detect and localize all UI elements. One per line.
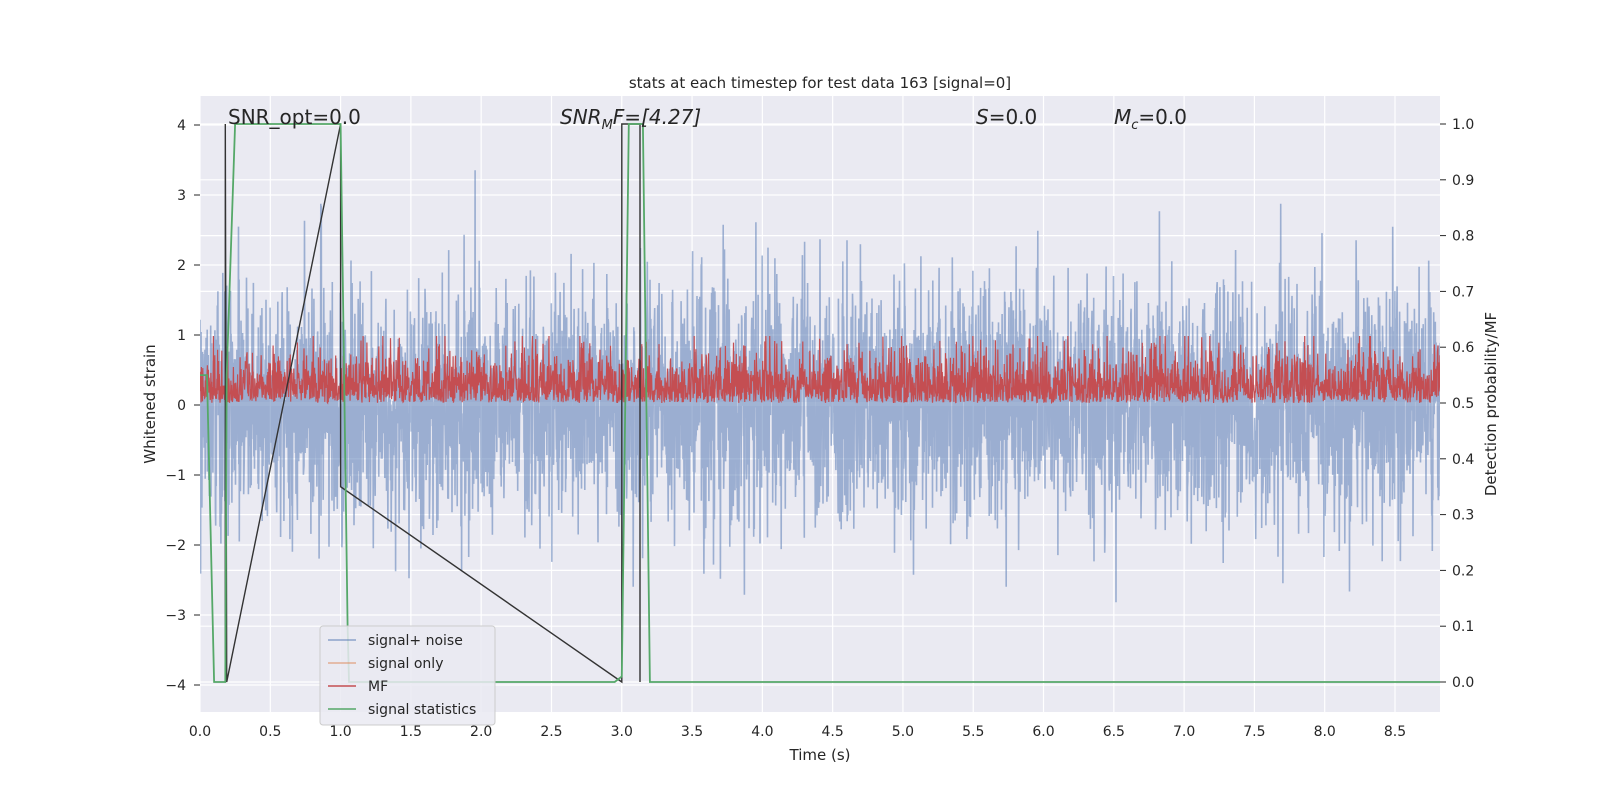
annotation-mc-rest: =0.0 [1138,105,1187,129]
x-tick-label: 1.0 [329,724,351,740]
y2-tick-label: 0.8 [1452,229,1474,245]
legend-label-signal-only: signal only [368,656,443,672]
legend-label-signal-noise: signal+ noise [368,633,463,649]
y2-tick-label: 1.0 [1452,117,1474,133]
legend-box [319,625,496,726]
legend-label-signal-statistics: signal statistics [368,702,476,718]
annotation-snr-mf-main: SNR [560,105,602,129]
annotation-snr-opt: SNR_opt=0.0 [228,105,361,129]
y-tick-label: 2 [177,258,186,274]
annotation-s-main: S [976,105,989,129]
x-tick-label: 0.0 [189,724,211,740]
y-axis-label: Whitened strain [141,344,159,463]
x-tick-label: 8.0 [1314,724,1336,740]
y-tick-label: −3 [165,608,186,624]
y2-tick-label: 0.0 [1452,675,1474,691]
x-tick-label: 8.5 [1384,724,1406,740]
x-tick-label: 2.0 [470,724,492,740]
x-tick-label: 3.0 [611,724,633,740]
y2-tick-label: 0.9 [1452,173,1474,189]
x-tick-label: 4.5 [822,724,844,740]
x-tick-label: 7.0 [1173,724,1195,740]
y2-tick-label: 0.5 [1452,396,1474,412]
y-tick-label: −4 [165,678,186,694]
y2-tick-label: 0.1 [1452,619,1474,635]
annotation-s-rest: =0.0 [989,105,1038,129]
y-tick-label: −1 [165,468,186,484]
x-tick-label: 1.5 [400,724,422,740]
legend: signal+ noise signal only MF signal stat… [319,625,496,726]
y2-tick-label: 0.6 [1452,340,1474,356]
y2-tick-label: 0.4 [1452,452,1474,468]
y-tick-label: 4 [177,118,186,134]
y-tick-label: 0 [177,398,186,414]
y-tick-label: 1 [177,328,186,344]
x-tick-label: 7.5 [1243,724,1265,740]
x-tick-label: 4.0 [751,724,773,740]
x-tick-label: 6.5 [1103,724,1125,740]
legend-label-mf: MF [368,679,388,695]
y-tick-label: −2 [165,538,186,554]
annotation-mc-main: M [1114,105,1131,129]
x-tick-label: 5.5 [962,724,984,740]
ticks: 0.0 0.5 1.0 1.5 2.0 2.5 3.0 3.5 4.0 4.5 5.0 5.5 6.0 6… [165,117,1474,740]
x-tick-label: 0.5 [259,724,281,740]
annotation-snr-mf-rest: F=[4.27] [613,105,701,129]
y-tick-label: 3 [177,188,186,204]
annotation-s: S=0.0 [976,105,1037,129]
x-tick-label: 6.0 [1032,724,1054,740]
x-tick-label: 5.0 [892,724,914,740]
chart-title: stats at each timestep for test data 163… [629,74,1011,92]
x-tick-label: 2.5 [540,724,562,740]
y2-tick-label: 0.7 [1452,284,1474,300]
y2-tick-label: 0.2 [1452,563,1474,579]
x-axis-label: Time (s) [789,746,851,764]
x-tick-label: 3.5 [681,724,703,740]
y2-tick-label: 0.3 [1452,508,1474,524]
series-mf-line [200,335,1440,405]
annotation-snr-mf: SNRMF=[4.27] [560,105,701,133]
y2-axis-label: Detection probability/MF [1482,312,1500,496]
annotation-mc-sub: c [1131,118,1138,133]
annotation-mc: Mc=0.0 [1114,105,1187,133]
annotation-snr-mf-sub: M [602,118,613,133]
